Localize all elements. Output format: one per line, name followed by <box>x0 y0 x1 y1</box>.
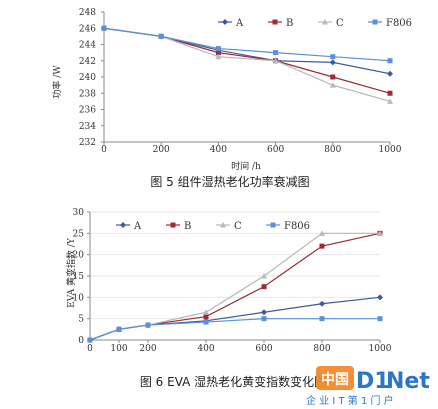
chart2-series-c-point <box>261 273 267 279</box>
chart1-y-tick-label: 236 <box>79 106 96 116</box>
chart2-y-tick-label: 20 <box>73 251 85 261</box>
chart2-legend-b-label: B <box>184 221 191 232</box>
chart1-legend-a-marker <box>222 19 228 25</box>
chart2-y-tick-label: 10 <box>73 293 85 303</box>
chart1-series-f806-point <box>158 33 164 39</box>
chart1-series-f806-line <box>103 27 391 62</box>
chart1-y-tick-label: 232 <box>79 138 96 148</box>
chart1-series-c-point <box>215 53 222 60</box>
chart1-legend-c-label: C <box>336 18 344 29</box>
chart1-series-c-point <box>272 57 279 64</box>
chart2-x-tick-label: 0 <box>87 344 93 354</box>
chart1-x-tick-label: 400 <box>210 145 227 155</box>
chart2-caption: 图 6 EVA 湿热老化黄变指数变化图 <box>140 374 326 389</box>
chart1-series-b-point <box>330 74 336 80</box>
chart2-y-tick-label: 30 <box>73 208 85 218</box>
chart1-y-tick-label: 244 <box>79 41 96 51</box>
chart1-legend-c-marker <box>322 19 328 25</box>
chart1-y-tick-label: 240 <box>79 73 96 83</box>
chart1-y-tick-label: 242 <box>79 57 96 67</box>
chart2-series-f806-point <box>203 319 209 325</box>
chart2-legend-c-label: C <box>234 221 242 232</box>
chart2-legend-f806-label: F806 <box>284 221 310 232</box>
chart2-legend-f806-marker <box>270 222 276 228</box>
chart2-x-tick-label: 400 <box>197 344 214 354</box>
chart2-x-tick-label: 1000 <box>369 344 392 354</box>
chart1-legend-a-label: A <box>235 18 244 29</box>
chart1-xlabel: 时间 /h <box>231 160 261 172</box>
chart2-legend-b-marker <box>170 222 176 228</box>
chart2-series-b-point <box>203 314 209 320</box>
chart1-caption: 图 5 组件湿热老化功率衰减图 <box>150 174 309 189</box>
power-decay-chart: 232 234 236 238 240 242 244 246 248 0 200 400 600 800… <box>79 8 412 155</box>
chart2-series-b-point <box>261 284 267 290</box>
chart1-series-f806-point <box>215 46 221 52</box>
chart2-legend-a-marker <box>120 222 126 228</box>
watermark-logo-badge <box>316 366 354 390</box>
chart1-series-b-point <box>215 50 221 56</box>
chart2-series-f806-point <box>87 337 93 343</box>
chart1-legend-b-label: B <box>286 18 293 29</box>
chart2-series-c-point <box>319 230 325 236</box>
watermark-subtitle: 企 业 I T 第 1 门 户 <box>306 394 394 407</box>
chart2-series-f806-point <box>116 326 122 332</box>
chart2-x-tick-label: 800 <box>313 344 330 354</box>
chart2-y-tick-label: 25 <box>73 229 85 239</box>
chart1-series-a-point <box>329 59 336 66</box>
chart2-series-c-line <box>89 232 380 341</box>
watermark-logo-part-1: 中国 <box>321 371 349 388</box>
chart1-series-f806-point <box>273 50 279 56</box>
chart1-ylabel: 功率 /W <box>51 65 63 99</box>
chart2-y-tick-label: 0 <box>78 336 84 346</box>
chart1-y-tick-label: 246 <box>79 24 96 34</box>
chart1-legend-f806-label: F806 <box>386 18 412 29</box>
chart2-x-tick-label: 100 <box>110 344 127 354</box>
chart2-series-f806-point <box>261 316 267 322</box>
chart1-y-tick-label: 238 <box>79 89 96 99</box>
chart1-y-tick-label: 234 <box>79 122 96 132</box>
chart1-legend-b-marker <box>272 19 278 25</box>
chart2-series-b-point <box>319 243 325 249</box>
chart2-x-tick-label: 600 <box>255 344 272 354</box>
chart2-series-f806-point <box>319 316 325 322</box>
chart1-y-tick-label: 248 <box>79 8 96 18</box>
chart2-series-f806-point <box>377 316 383 322</box>
chart1-series-c-point <box>387 98 393 104</box>
chart1-series-f806-point <box>101 25 107 31</box>
chart2-series-f806-point <box>145 322 151 328</box>
chart1-series-b-point <box>387 90 393 96</box>
chart1-series-b-line <box>103 27 391 94</box>
chart1-legend-f806-marker <box>372 19 378 25</box>
watermark-logo: 中国 D1 Net 企 业 I T 第 1 门 户 <box>306 366 430 407</box>
chart2-y-tick-label: 15 <box>73 272 85 282</box>
yellowing-index-chart: 0 5 10 15 20 25 30 0 100 200 400 600 800 1000 A B C F806 <box>73 208 392 354</box>
chart1-series-f806-point <box>387 58 393 64</box>
chart2-legend-c-marker <box>220 222 226 228</box>
watermark-logo-part-3: Net <box>386 369 430 394</box>
chart2-series-c-point <box>203 309 209 315</box>
chart2-legend-a-label: A <box>133 221 142 232</box>
chart2-series-f806-line <box>89 318 380 341</box>
chart1-x-tick-label: 1000 <box>379 145 402 155</box>
chart1-series-a-point <box>387 70 393 77</box>
chart2-series-a-point <box>261 309 267 316</box>
chart2-x-tick-label: 200 <box>139 344 156 354</box>
chart1-series-c-point <box>329 82 336 88</box>
chart2-y-tick-label: 5 <box>78 315 84 325</box>
chart2-series-a-point <box>377 294 383 301</box>
chart1-x-tick-label: 600 <box>267 145 284 155</box>
chart1-x-tick-label: 800 <box>324 145 341 155</box>
watermark-logo-part-2: D1 <box>356 369 390 394</box>
chart2-series-a-point <box>319 300 325 307</box>
chart1-x-tick-label: 0 <box>101 145 107 155</box>
chart2-series-c-point <box>377 230 383 236</box>
chart1-series-f806-point <box>330 54 336 60</box>
chart1-x-tick-label: 200 <box>153 145 170 155</box>
chart2-ylabel: EVA 黄变指数 /Y <box>65 237 77 308</box>
chart2-series-b-line <box>89 232 381 341</box>
